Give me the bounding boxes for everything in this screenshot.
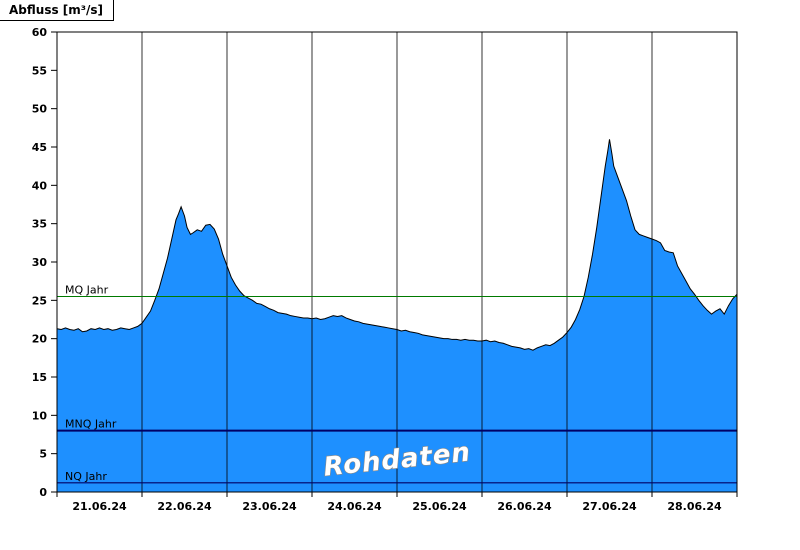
x-tick-label: 24.06.24 [327, 500, 382, 513]
x-tick-label: 23.06.24 [242, 500, 297, 513]
chart-title-box: Abfluss [m³/s] [0, 0, 114, 21]
y-tick-label: 25 [32, 294, 47, 307]
ref-line-label: MQ Jahr [65, 284, 109, 297]
discharge-curve-outline [56, 139, 738, 351]
y-tick-label: 0 [39, 486, 47, 499]
y-tick-label: 35 [32, 218, 47, 231]
x-tick-label: 26.06.24 [497, 500, 552, 513]
x-tick-label: 27.06.24 [582, 500, 637, 513]
x-tick-label: 22.06.24 [157, 500, 212, 513]
y-tick-label: 20 [32, 333, 48, 346]
y-tick-label: 10 [32, 409, 48, 422]
y-tick-label: 30 [32, 256, 48, 269]
y-tick-label: 5 [39, 448, 47, 461]
ref-line-label: NQ Jahr [65, 470, 107, 483]
x-tick-label: 28.06.24 [667, 500, 722, 513]
y-tick-label: 55 [32, 64, 47, 77]
y-tick-label: 40 [32, 179, 48, 192]
x-tick-label: 25.06.24 [412, 500, 467, 513]
y-tick-label: 15 [32, 371, 47, 384]
y-tick-label: 60 [32, 26, 48, 39]
chart-title: Abfluss [m³/s] [9, 3, 104, 17]
y-tick-label: 45 [32, 141, 47, 154]
y-tick-label: 50 [32, 103, 48, 116]
x-tick-label: 21.06.24 [72, 500, 127, 513]
ref-line-label: MNQ Jahr [65, 418, 117, 431]
